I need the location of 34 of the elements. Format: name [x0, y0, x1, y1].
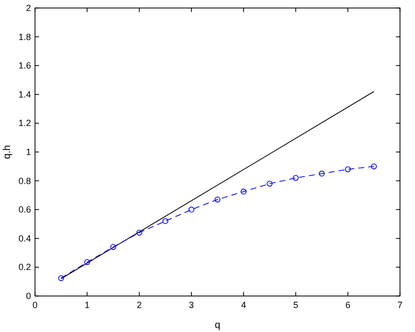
y-axis-title: q.h — [2, 145, 13, 159]
point — [84, 259, 90, 266]
point — [162, 218, 168, 224]
x-tick-label: 4 — [241, 300, 246, 310]
x-axis-title: q — [214, 320, 220, 331]
point — [110, 244, 116, 250]
point — [292, 175, 299, 181]
y-tick-label: 1 — [26, 147, 31, 157]
x-tick-label: 5 — [293, 300, 298, 310]
y-tick-label: 1.4 — [18, 89, 31, 100]
x-tick-label: 0 — [32, 300, 38, 310]
y-tick-label: 0.6 — [18, 204, 31, 215]
point — [136, 230, 142, 236]
y-tick-label: 0.4 — [18, 233, 31, 244]
x-tick-label: 2 — [136, 300, 142, 310]
y-tick-label: 1.6 — [18, 60, 31, 71]
x-tick-label: 1 — [84, 300, 90, 310]
x-tick-label: 3 — [188, 300, 194, 310]
point — [58, 275, 64, 282]
point — [240, 188, 246, 195]
point — [188, 206, 194, 213]
point — [344, 166, 351, 172]
point — [371, 163, 377, 170]
x-tick-label: 7 — [397, 300, 403, 310]
y-tick-label: 0.2 — [18, 262, 31, 272]
y-tick-label: 2 — [26, 3, 31, 13]
point — [318, 170, 325, 177]
y-tick-label: 0 — [26, 291, 31, 301]
point — [214, 196, 220, 202]
y-tick-label: 0.8 — [18, 176, 31, 186]
point — [266, 180, 273, 187]
x-tick-label: 6 — [345, 300, 350, 310]
y-tick-label: 1.2 — [18, 118, 31, 128]
y-tick-label: 1.8 — [18, 32, 31, 42]
